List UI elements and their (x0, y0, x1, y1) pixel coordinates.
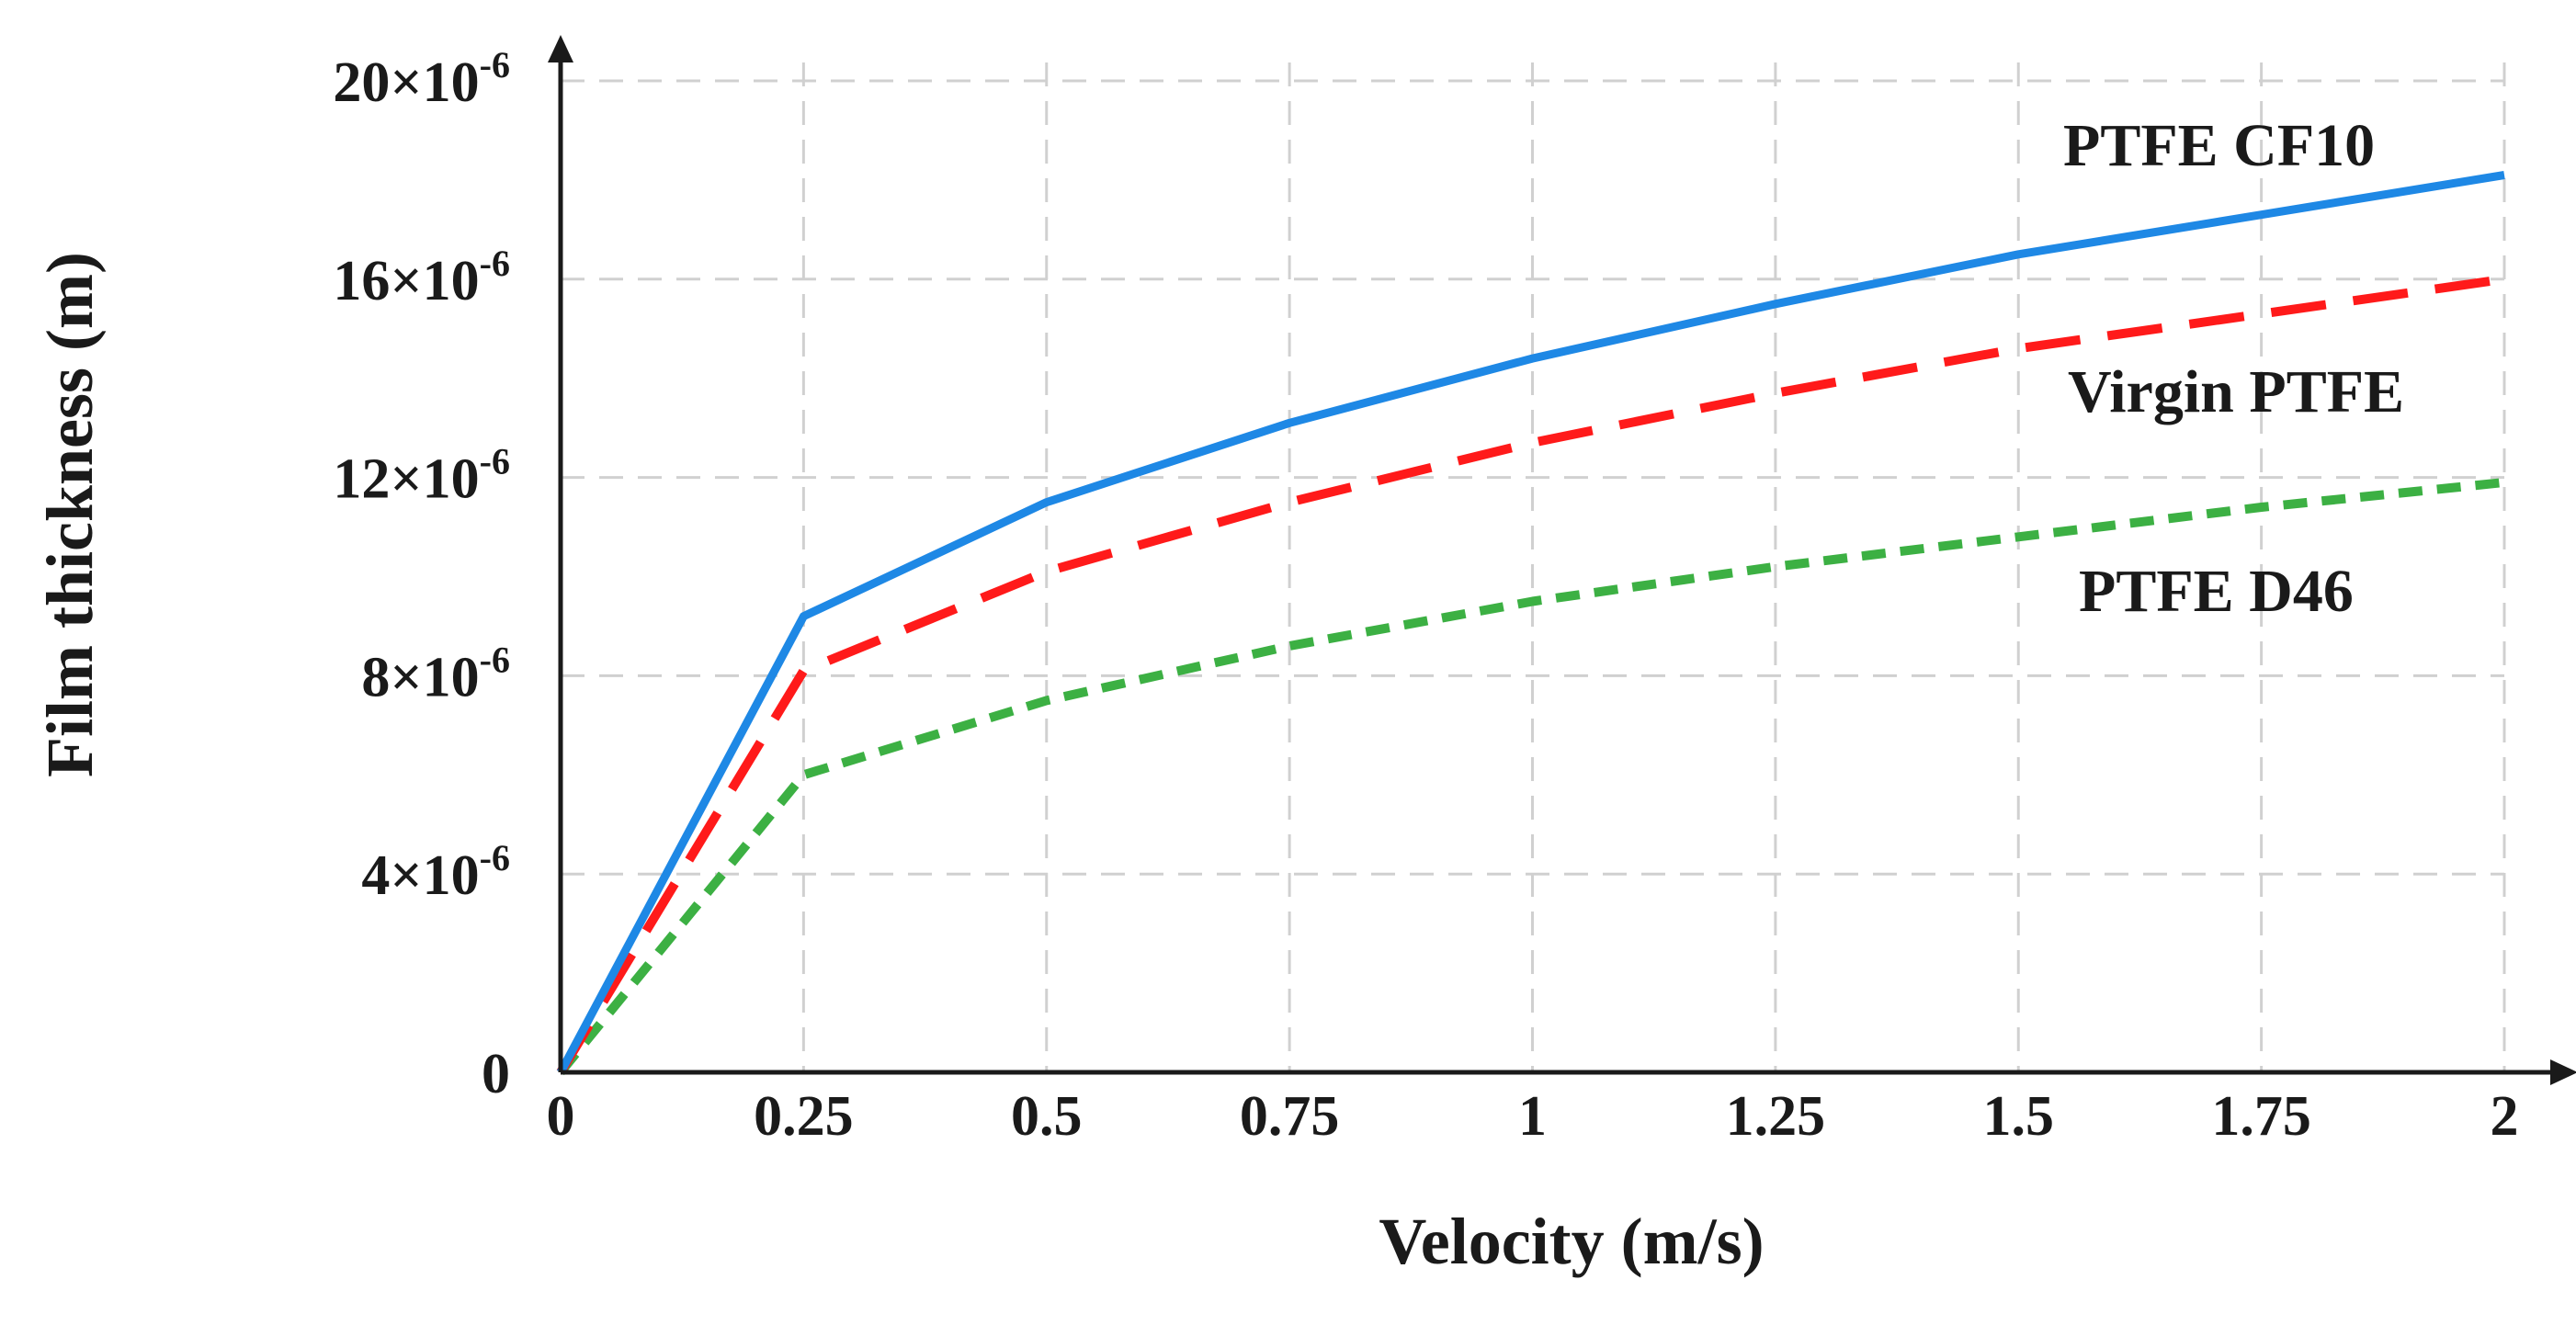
series-line-ptfe-d46 (557, 478, 2505, 1076)
x-tick-label: 1.25 (1726, 1085, 1826, 1148)
axis-layer (548, 35, 2576, 1085)
x-tick-label: 1 (1518, 1085, 1547, 1148)
x-tick-label: 0.75 (1240, 1085, 1340, 1148)
y-tick-label: 16×10-6 (333, 243, 510, 312)
y-axis-title: Film thickness (m) (33, 252, 107, 777)
series-line-ptfe-cf10 (557, 171, 2505, 1075)
y-tick-label: 0 (482, 1043, 510, 1105)
x-axis-arrow-icon (2550, 1059, 2576, 1085)
grid-layer (561, 62, 2506, 1072)
x-axis-title: Velocity (m/s) (1379, 1205, 1764, 1278)
x-tick-label: 0.5 (1011, 1085, 1083, 1148)
series-layer (556, 171, 2505, 1076)
x-tick-label: 0.25 (754, 1085, 854, 1148)
series-label-virgin-ptfe: Virgin PTFE (2068, 358, 2404, 425)
y-tick-label: 8×10-6 (361, 639, 510, 708)
label-layer: 0 0.25 0.5 0.75 1 1.25 1.5 1.75 2 0 4×10-6 8×10-6 12… (333, 44, 2518, 1148)
y-tick-label: 4×10-6 (361, 837, 510, 907)
y-tick-label: 12×10-6 (333, 441, 510, 511)
x-tick-label: 1.5 (1983, 1085, 2055, 1148)
y-tick-label: 20×10-6 (333, 44, 510, 114)
x-tick-label: 2 (2491, 1085, 2519, 1148)
x-tick-label: 1.75 (2211, 1085, 2311, 1148)
series-label-ptfe-cf10: PTFE CF10 (2063, 112, 2375, 179)
y-axis-arrow-icon (548, 35, 573, 62)
x-tick-label: 0 (547, 1085, 575, 1148)
series-label-ptfe-d46: PTFE D46 (2079, 558, 2354, 625)
